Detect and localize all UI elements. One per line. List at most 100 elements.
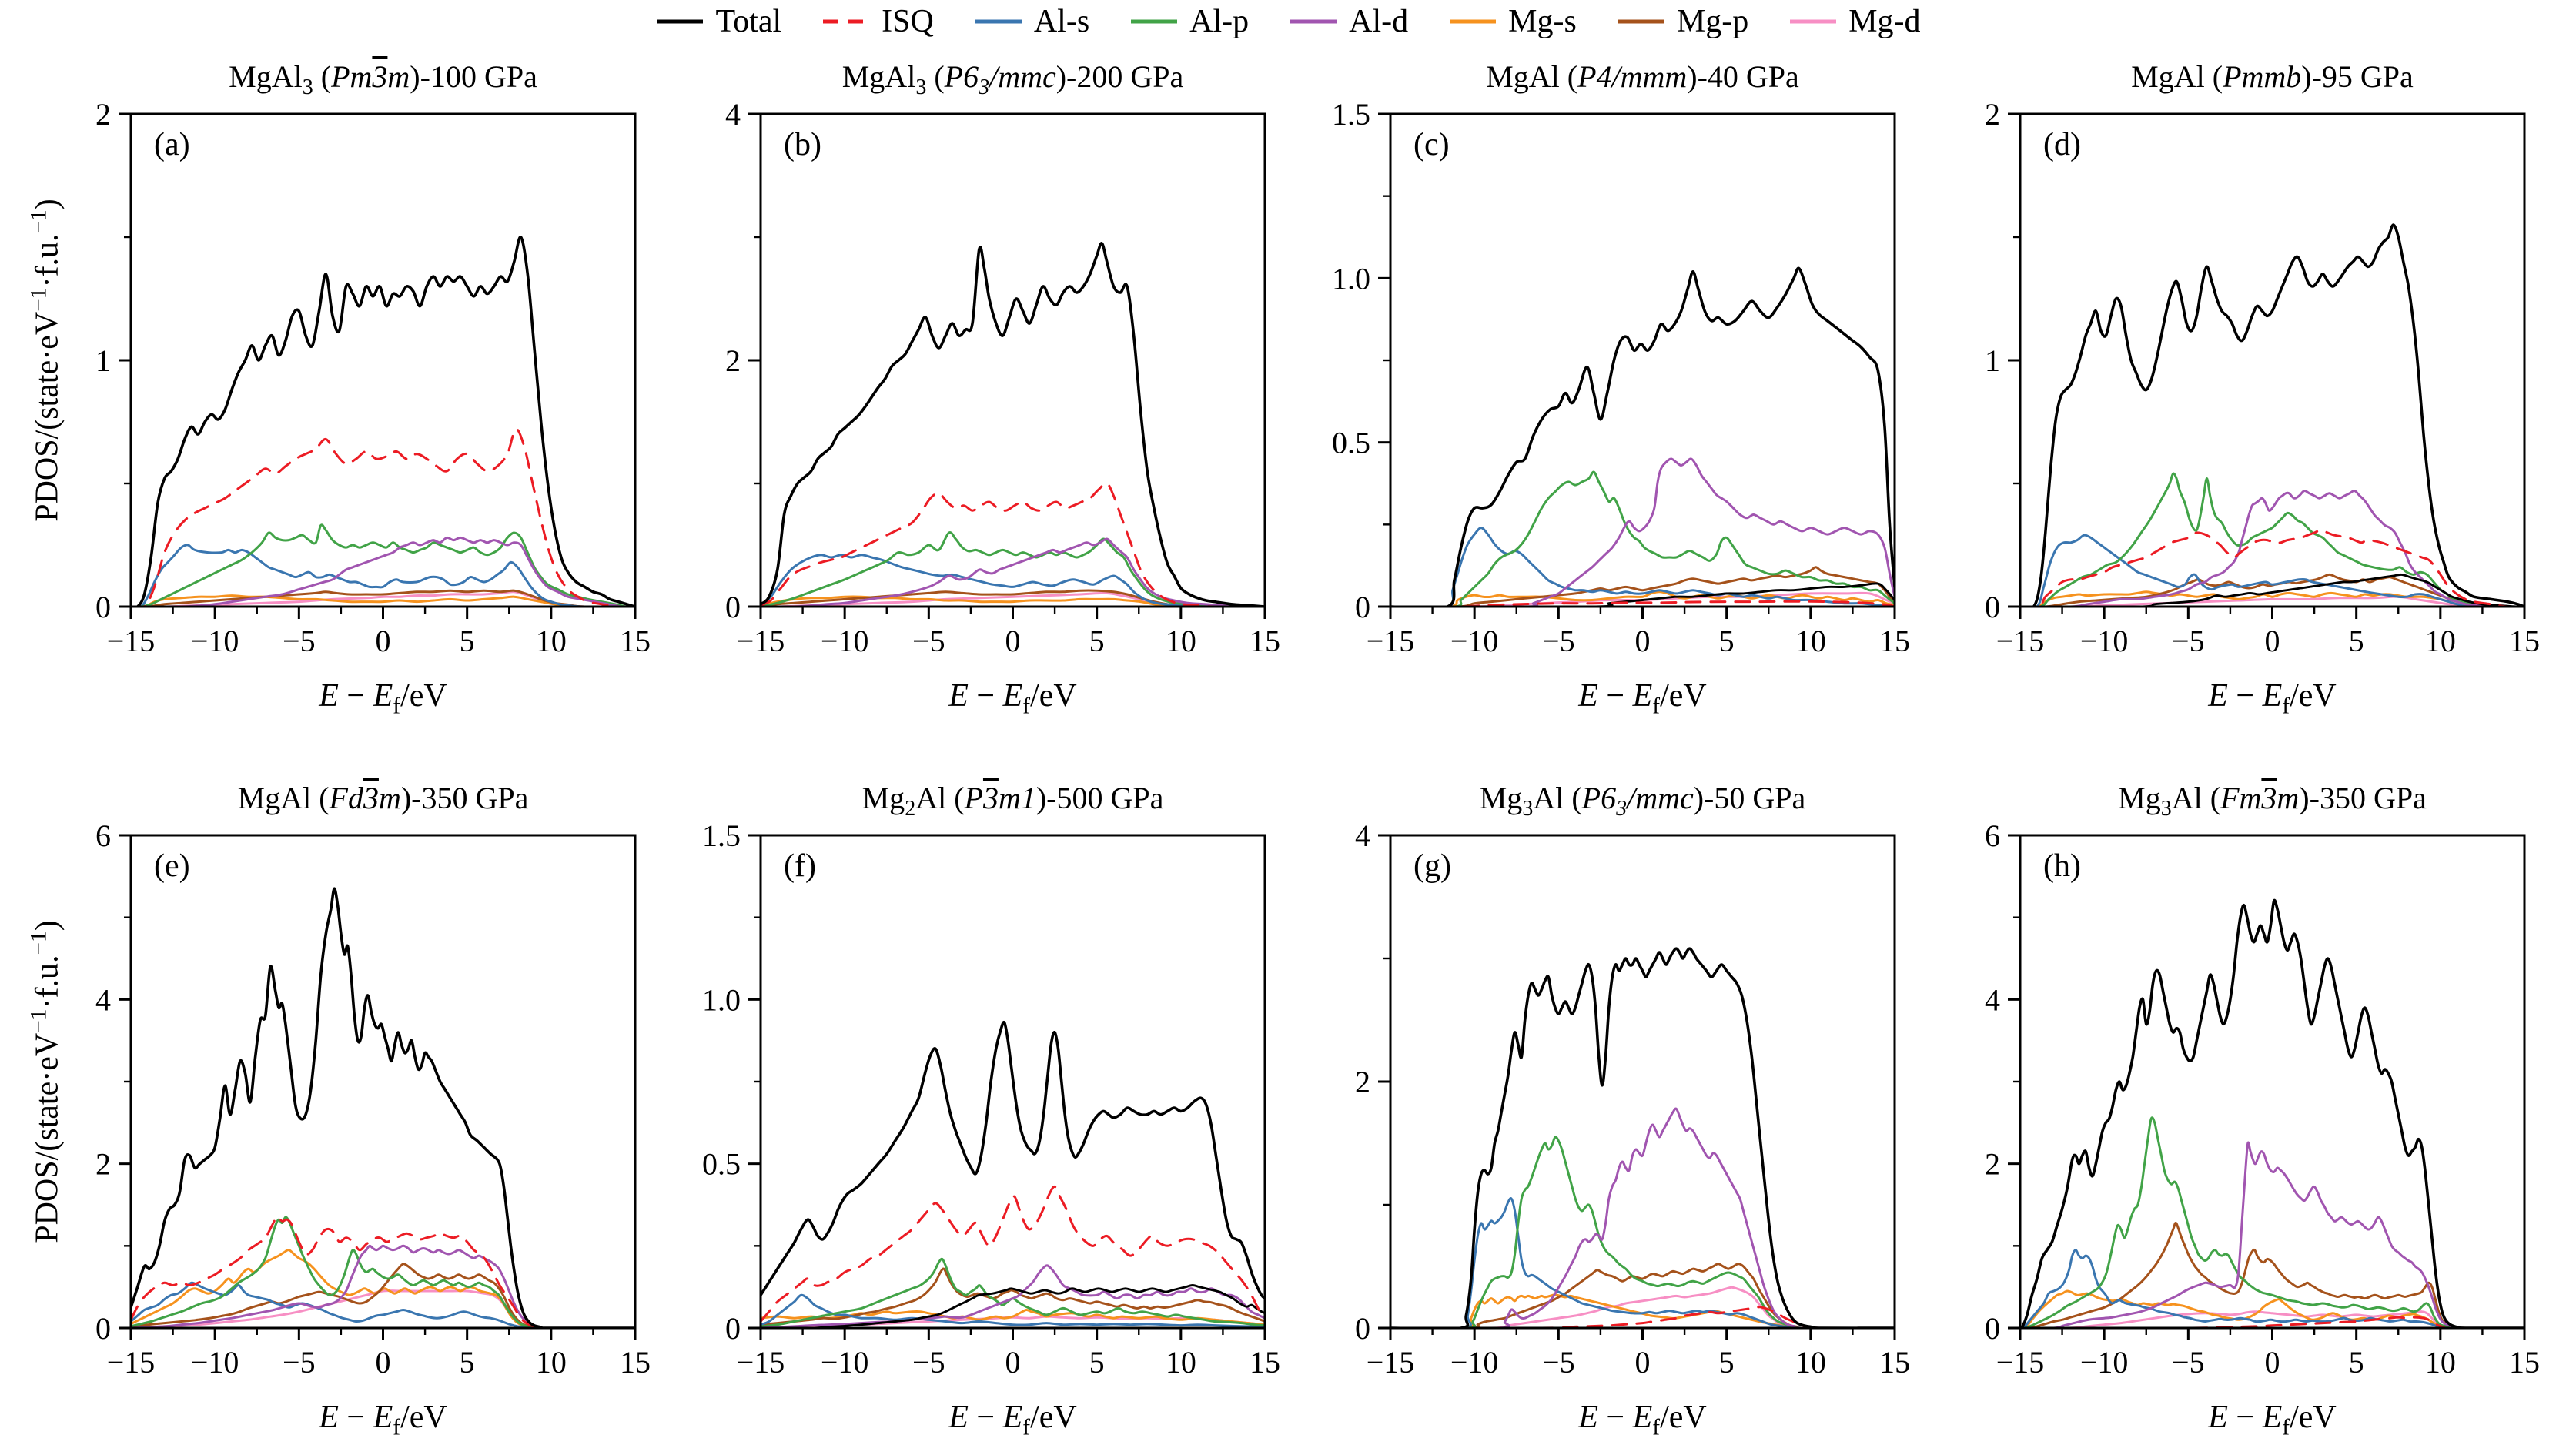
panel-g-series-total-curve <box>1390 947 1895 1328</box>
panel-c-xtick-6: 15 <box>1879 624 1910 658</box>
legend-line-al_d-icon <box>1290 19 1337 24</box>
panel-e-yaxis-label: PDOS/(state·eV−1·f.u.−1) <box>26 920 65 1243</box>
panel-f-plot: −15 −10 −5 0 5 10 15 0 0.5 1.0 1.5 <box>702 818 1280 1380</box>
panel-h: Mg3Al (Fm3m)-350 GPa −15 −10 −5 0 5 10 15 0 2 4 6 (h… <box>1912 778 2544 1455</box>
panel-c-xtick-3: 0 <box>1635 624 1651 658</box>
panel-a-xtick-2: −5 <box>283 624 316 658</box>
panel-b-xtick-3: 0 <box>1005 624 1021 658</box>
legend-label-total: Total <box>715 4 782 39</box>
panel-b-title: MgAl3 (P63/mmc)-200 GPa <box>841 59 1184 99</box>
panel-a: MgAl3 (Pm3m)-100 GPa −15 −10 −5 0 5 10 15 0 1 2 (a)… <box>23 56 654 734</box>
panel-e-ytick-0: 0 <box>95 1311 111 1346</box>
legend-label-al_p: Al-p <box>1189 4 1250 39</box>
panel-h-xtick-3: 0 <box>2265 1345 2280 1380</box>
panel-h-plot: −15 −10 −5 0 5 10 15 0 2 4 6 <box>1985 818 2540 1380</box>
panel-a-series-al-s-curve <box>131 544 635 607</box>
panel-b-xtick-5: 10 <box>1166 624 1196 658</box>
legend-line-al_p-icon <box>1131 19 1178 24</box>
panel-d-xtick-0: −15 <box>1996 624 2045 658</box>
panel-a-series-al-d-curve <box>131 536 635 607</box>
legend: Total ISQ Al-s Al-p Al-d Mg-s Mg-p Mg-d <box>0 2 2576 42</box>
panel-e-letter: (e) <box>154 848 190 884</box>
panel-d-letter: (d) <box>2043 127 2081 162</box>
panel-e: MgAl (Fd3m)-350 GPa −15 −10 −5 0 5 10 15 0 2 4 6 (e)… <box>23 778 654 1455</box>
panel-e-xaxis-label: E − Ef/eV <box>319 1400 447 1440</box>
legend-line-isq-icon <box>823 19 870 24</box>
panel-f: Mg2Al (P3m1)-500 GPa −15 −10 −5 0 5 10 15 0 0.5 1.… <box>653 778 1284 1455</box>
panel-h-letter: (h) <box>2043 848 2081 884</box>
legend-item-mg_d: Mg-d <box>1788 2 1921 42</box>
panel-c-xtick-4: 5 <box>1719 624 1735 658</box>
panel-a-xtick-6: 15 <box>620 624 651 658</box>
legend-label-mg_d: Mg-d <box>1848 4 1921 39</box>
legend-item-al_d: Al-d <box>1289 2 1408 42</box>
panel-h-xtick-6: 15 <box>2509 1345 2540 1380</box>
panel-h-xaxis-label: E − Ef/eV <box>2208 1400 2337 1440</box>
panel-c-xaxis-label: E − Ef/eV <box>1578 678 1707 719</box>
panel-a-series-mg-p-curve <box>131 589 635 607</box>
legend-item-isq: ISQ <box>821 2 934 42</box>
panel-d-series-al-p-curve <box>2020 472 2524 607</box>
panel-a-xtick-1: −10 <box>191 624 239 658</box>
panel-h-series-isq-curve <box>2020 1316 2524 1328</box>
panel-c-ytick-3: 1.5 <box>1332 97 1370 132</box>
panel-d-title: MgAl (Pmmb)-95 GPa <box>2131 59 2414 94</box>
legend-label-al_s: Al-s <box>1033 4 1090 39</box>
panel-h-series-al-p-curve <box>2020 1116 2524 1328</box>
panel-f-series-total-curve <box>761 1020 1265 1300</box>
panel-g-xtick-1: −10 <box>1450 1345 1499 1380</box>
panel-d-series-total-curve <box>2020 223 2524 607</box>
panel-e-plot: −15 −10 −5 0 5 10 15 0 2 4 6 <box>95 818 651 1380</box>
panel-g-xtick-5: 10 <box>1795 1345 1826 1380</box>
panel-g-xaxis-label: E − Ef/eV <box>1578 1400 1707 1440</box>
panel-g-plot: −15 −10 −5 0 5 10 15 0 2 4 <box>1355 818 1910 1380</box>
panel-e-ytick-2: 4 <box>95 982 111 1017</box>
panel-a-xtick-0: −15 <box>107 624 156 658</box>
panel-f-ytick-2: 1.0 <box>702 982 741 1017</box>
panel-e-series-mg-p-curve <box>131 1263 635 1328</box>
legend-item-total: Total <box>655 2 781 42</box>
panel-f-xtick-5: 10 <box>1166 1345 1196 1380</box>
panel-c-xtick-5: 10 <box>1795 624 1826 658</box>
panel-c: MgAl (P4/mmm)-40 GPa −15 −10 −5 0 5 10 15 0 0.5 1.… <box>1283 56 1914 734</box>
panel-b: MgAl3 (P63/mmc)-200 GPa −15 −10 −5 0 5 10 15 0 2 4… <box>653 56 1284 734</box>
panel-e-ytick-1: 2 <box>95 1147 111 1182</box>
panel-d-xtick-6: 15 <box>2509 624 2540 658</box>
panel-f-xtick-1: −10 <box>821 1345 869 1380</box>
panel-f-series-mg-s-curve <box>761 1308 1265 1326</box>
panel-f-title: Mg2Al (P3m1)-500 GPa <box>861 781 1164 821</box>
panel-d-plot: −15 −10 −5 0 5 10 15 0 1 2 <box>1985 97 2540 658</box>
panel-g-series-al-d-curve <box>1390 1107 1895 1328</box>
panel-g-ytick-2: 4 <box>1355 818 1370 853</box>
panel-g-xtick-0: −15 <box>1367 1345 1415 1380</box>
panel-g-letter: (g) <box>1413 848 1451 884</box>
panel-f-series-total-thin--curve <box>761 1284 1265 1328</box>
panel-c-plot: −15 −10 −5 0 5 10 15 0 0.5 1.0 1.5 <box>1332 97 1910 658</box>
panel-g-xtick-6: 15 <box>1879 1345 1910 1380</box>
legend-label-mg_p: Mg-p <box>1676 4 1749 39</box>
legend-item-al_p: Al-p <box>1129 2 1249 42</box>
panel-d-ytick-1: 1 <box>1985 343 2000 378</box>
panel-c-ytick-2: 1.0 <box>1332 261 1370 296</box>
panel-d-series-isq-curve <box>2020 529 2524 607</box>
panel-a-xtick-5: 10 <box>536 624 567 658</box>
panel-g-xtick-2: −5 <box>1542 1345 1575 1380</box>
panel-f-ytick-3: 1.5 <box>702 818 741 853</box>
panel-e-title: MgAl (Fd3m)-350 GPa <box>237 781 529 815</box>
panel-d-series-mg-d-curve <box>2020 595 2524 607</box>
panel-b-series-mg-s-curve <box>761 595 1265 607</box>
panel-h-title: Mg3Al (Fm3m)-350 GPa <box>2118 781 2427 821</box>
panel-b-series-al-d-curve <box>761 537 1265 607</box>
panel-a-ytick-2: 2 <box>95 97 111 132</box>
legend-line-al_s-icon <box>975 19 1022 24</box>
panel-g-ytick-0: 0 <box>1355 1311 1370 1346</box>
panel-h-xtick-5: 10 <box>2425 1345 2456 1380</box>
panel-f-xtick-0: −15 <box>737 1345 785 1380</box>
panel-e-ytick-3: 6 <box>95 818 111 853</box>
panel-f-xtick-2: −5 <box>912 1345 945 1380</box>
panel-a-xtick-3: 0 <box>376 624 391 658</box>
panel-b-series-total-curve <box>761 242 1265 607</box>
panel-e-series-total-curve <box>131 887 635 1328</box>
panel-h-ytick-1: 2 <box>1985 1147 2000 1182</box>
